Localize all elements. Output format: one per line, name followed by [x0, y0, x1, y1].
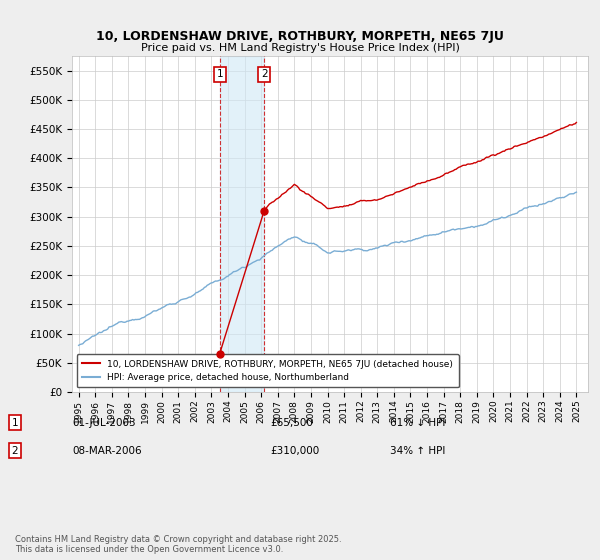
Text: 01-JUL-2003: 01-JUL-2003 — [72, 418, 136, 428]
Text: 34% ↑ HPI: 34% ↑ HPI — [390, 446, 445, 456]
Legend: 10, LORDENSHAW DRIVE, ROTHBURY, MORPETH, NE65 7JU (detached house), HPI: Average: 10, LORDENSHAW DRIVE, ROTHBURY, MORPETH,… — [77, 354, 458, 388]
Text: 1: 1 — [217, 69, 223, 80]
Text: Price paid vs. HM Land Registry's House Price Index (HPI): Price paid vs. HM Land Registry's House … — [140, 43, 460, 53]
Text: £65,500: £65,500 — [270, 418, 313, 428]
Text: 08-MAR-2006: 08-MAR-2006 — [72, 446, 142, 456]
Text: 61% ↓ HPI: 61% ↓ HPI — [390, 418, 445, 428]
Text: 1: 1 — [11, 418, 19, 428]
Text: 10, LORDENSHAW DRIVE, ROTHBURY, MORPETH, NE65 7JU: 10, LORDENSHAW DRIVE, ROTHBURY, MORPETH,… — [96, 30, 504, 43]
Text: £310,000: £310,000 — [270, 446, 319, 456]
Text: 2: 2 — [11, 446, 19, 456]
Text: 2: 2 — [261, 69, 268, 80]
Bar — [220, 56, 264, 392]
Text: Contains HM Land Registry data © Crown copyright and database right 2025.
This d: Contains HM Land Registry data © Crown c… — [15, 535, 341, 554]
